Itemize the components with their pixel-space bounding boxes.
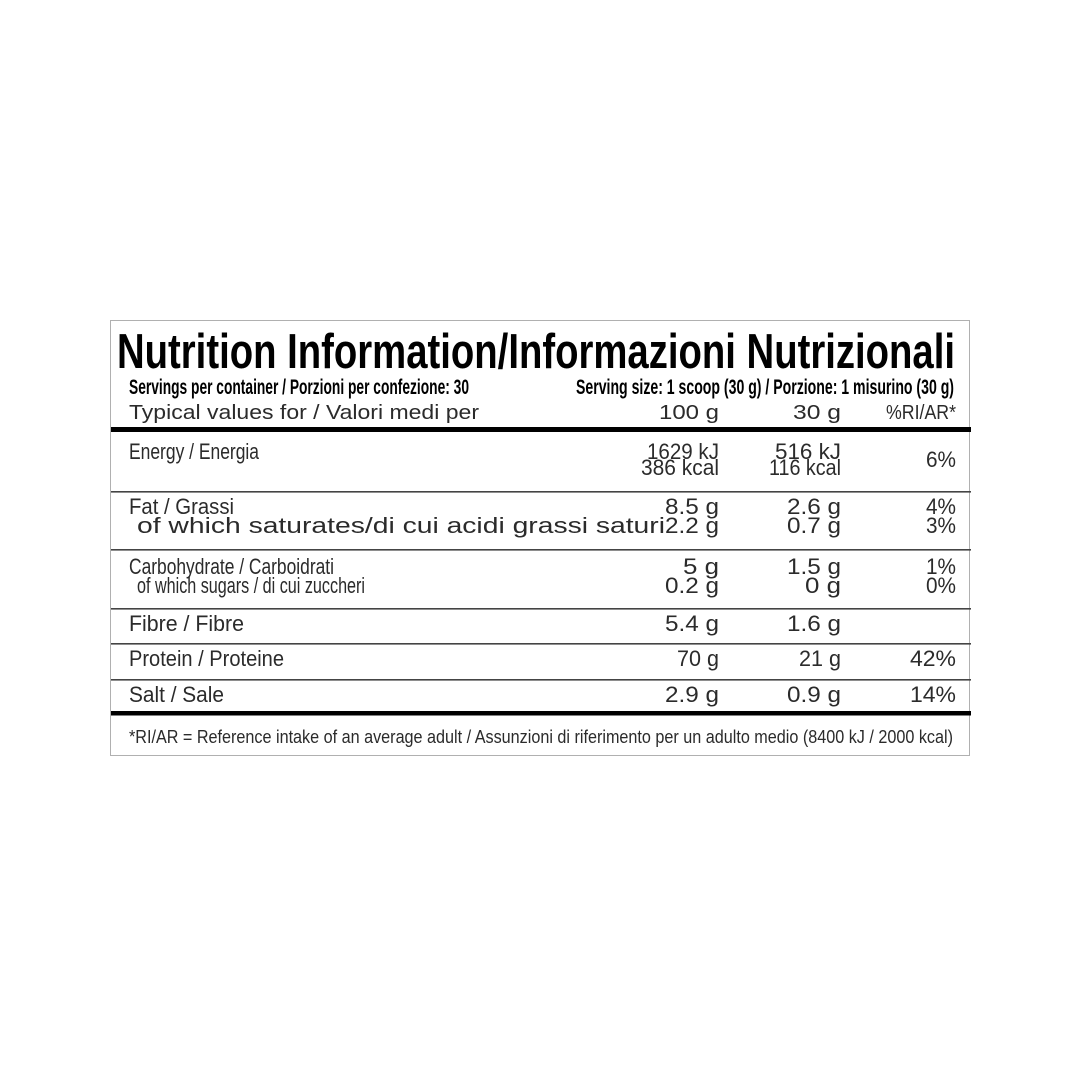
svg-text:Serving size: 1 scoop (30 g) /: Serving size: 1 scoop (30 g) / Porzione:…	[576, 376, 954, 399]
svg-text:2.9 g: 2.9 g	[665, 682, 719, 707]
svg-text:Typical values for / Valori me: Typical values for / Valori medi per	[129, 402, 479, 424]
svg-text:0.9 g: 0.9 g	[787, 682, 841, 707]
svg-text:0.2 g: 0.2 g	[665, 573, 719, 598]
svg-text:Salt / Sale: Salt / Sale	[129, 682, 224, 707]
svg-text:1.6 g: 1.6 g	[787, 611, 841, 636]
svg-text:42%: 42%	[910, 646, 956, 671]
svg-text:%RI/AR*: %RI/AR*	[886, 402, 956, 424]
svg-text:386 kcal: 386 kcal	[641, 455, 719, 480]
svg-text:0 g: 0 g	[805, 573, 841, 598]
svg-text:*RI/AR = Reference intake of a: *RI/AR = Reference intake of an average …	[129, 726, 953, 747]
svg-text:Energy / Energia: Energy / Energia	[129, 439, 260, 464]
svg-text:Servings per container / Porzi: Servings per container / Porzioni per co…	[129, 376, 469, 399]
svg-text:0.7 g: 0.7 g	[787, 513, 841, 538]
svg-text:70 g: 70 g	[677, 646, 719, 671]
svg-text:6%: 6%	[926, 447, 956, 472]
svg-text:5.4 g: 5.4 g	[665, 611, 719, 636]
svg-text:116 kcal: 116 kcal	[769, 455, 841, 480]
svg-text:21 g: 21 g	[799, 646, 841, 671]
svg-text:3%: 3%	[926, 513, 956, 538]
svg-text:Protein / Proteine: Protein / Proteine	[129, 646, 284, 671]
svg-text:100 g: 100 g	[659, 402, 719, 424]
svg-text:2.2 g: 2.2 g	[665, 513, 719, 538]
svg-text:14%: 14%	[910, 682, 956, 707]
svg-text:of which saturates/di cui acid: of which saturates/di cui acidi grassi s…	[137, 513, 665, 538]
svg-text:0%: 0%	[926, 573, 956, 598]
svg-text:30 g: 30 g	[793, 402, 841, 424]
svg-text:of which sugars / di cui zucch: of which sugars / di cui zuccheri	[137, 573, 365, 598]
svg-text:Fibre / Fibre: Fibre / Fibre	[129, 611, 244, 636]
svg-text:Nutrition Information/Informaz: Nutrition Information/Informazioni Nutri…	[117, 325, 955, 379]
